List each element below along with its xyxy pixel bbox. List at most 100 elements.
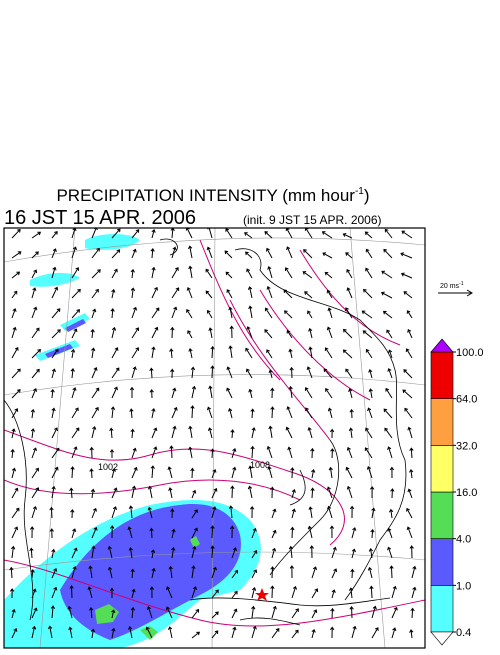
isobars [4, 239, 425, 627]
wind-arrow [131, 248, 137, 259]
wind-arrow [270, 387, 275, 399]
wind-arrow [110, 406, 116, 419]
wind-arrow [283, 289, 293, 299]
wind-arrow [311, 609, 318, 619]
wind-arrow [326, 326, 333, 339]
wind-arrow [228, 306, 233, 319]
wind-arrow [71, 446, 78, 459]
wind-arrow [208, 327, 213, 339]
wind-arrow [251, 550, 258, 559]
wind-arrow [51, 329, 61, 339]
wind-arrow [231, 626, 237, 639]
wind-arrow [224, 250, 233, 259]
wind-arrow [51, 308, 61, 319]
wind-arrow [346, 446, 353, 459]
wind-arrow [51, 586, 58, 599]
wind-arrow [388, 349, 393, 359]
wind-arrow [404, 407, 413, 419]
wind-arrow [167, 626, 173, 639]
wind-arrow [90, 628, 96, 639]
wind-arrow [11, 368, 21, 379]
wind-arrow [91, 406, 99, 419]
wind-arrow [365, 248, 373, 259]
wind-arrow [409, 545, 414, 559]
wind-arrow [11, 346, 19, 359]
wind-arrow [87, 586, 93, 599]
wind-arrow [11, 271, 21, 279]
wind-arrow [226, 366, 233, 379]
wind-arrow [289, 565, 295, 579]
wind-arrow [150, 248, 155, 259]
wind-arrow [248, 388, 253, 399]
wind-arrow [188, 347, 193, 359]
wind-arrow [331, 568, 338, 579]
wind-arrow [266, 349, 273, 359]
wind-arrow [361, 310, 373, 319]
wind-arrow [351, 625, 357, 639]
wind-arrow [131, 447, 137, 459]
wind-arrow [351, 527, 357, 539]
wind-arrow [128, 547, 133, 559]
wind-arrow [308, 346, 313, 359]
wind-arrow [11, 251, 22, 259]
wind-arrow [364, 231, 373, 239]
wind-arrow [271, 605, 277, 619]
wind-arrow [411, 586, 417, 599]
colorbar: 0.4 1.0 4.0 16.0 32.0 64.0 100.0 [430, 338, 484, 646]
wind-arrow [186, 286, 193, 299]
wind-arrow [171, 246, 177, 259]
wind-arrow [130, 287, 136, 299]
wind-arrow [149, 388, 154, 399]
wind-arrow [384, 228, 393, 239]
wind-arrow [371, 627, 379, 639]
wind-arrow [51, 248, 57, 259]
precip-north-moderate [45, 319, 86, 358]
wind-arrow [371, 507, 376, 519]
title: PRECIPITATION INTENSITY (mm hour-1) [56, 186, 369, 205]
wind-arrow [250, 408, 255, 419]
wind-arrow [329, 626, 335, 639]
wind-arrow [131, 366, 137, 379]
wind-arrow [171, 425, 177, 439]
wind-arrow [111, 288, 116, 299]
wind-arrow [151, 266, 156, 279]
wind-arrow [11, 428, 16, 439]
wind-arrow [188, 265, 193, 279]
wind-arrow [205, 268, 213, 279]
wind-arrow [403, 369, 413, 379]
wind-arrow [147, 506, 153, 519]
wind-arrow [348, 427, 354, 439]
wind-arrow [51, 407, 56, 419]
wind-arrow [402, 389, 413, 399]
wind-arrow [326, 486, 333, 499]
wind-arrow [131, 485, 137, 499]
wind-arrow [127, 526, 133, 539]
wind-arrow [131, 466, 138, 479]
wind-arrow [349, 408, 354, 419]
wind-arrow [91, 347, 96, 359]
wind-arrow [110, 308, 115, 319]
wind-arrow [228, 345, 233, 359]
wind-arrow [247, 286, 253, 299]
wind-arrow [208, 385, 213, 399]
wind-arrow [251, 427, 256, 439]
wind-arrow [251, 569, 258, 579]
wind-arrow [11, 228, 21, 239]
wind-arrow [407, 328, 413, 339]
wind-arrow [145, 626, 153, 639]
wind-arrow [111, 228, 121, 239]
wind-arrow [291, 489, 296, 499]
wind-arrow [131, 306, 138, 319]
wind-arrow [410, 607, 415, 619]
wind-arrow [348, 587, 354, 599]
wind-arrow [51, 230, 58, 239]
wind-arrow [51, 286, 59, 299]
wind-arrow [207, 427, 213, 439]
wind-arrow [151, 229, 156, 239]
wind-arrow [147, 485, 153, 499]
wind-arrow [111, 347, 119, 359]
colorbar-label: 32.0 [456, 440, 477, 452]
wind-arrow [107, 545, 113, 559]
wind-arrow [31, 388, 38, 399]
wind-arrow [11, 308, 17, 319]
